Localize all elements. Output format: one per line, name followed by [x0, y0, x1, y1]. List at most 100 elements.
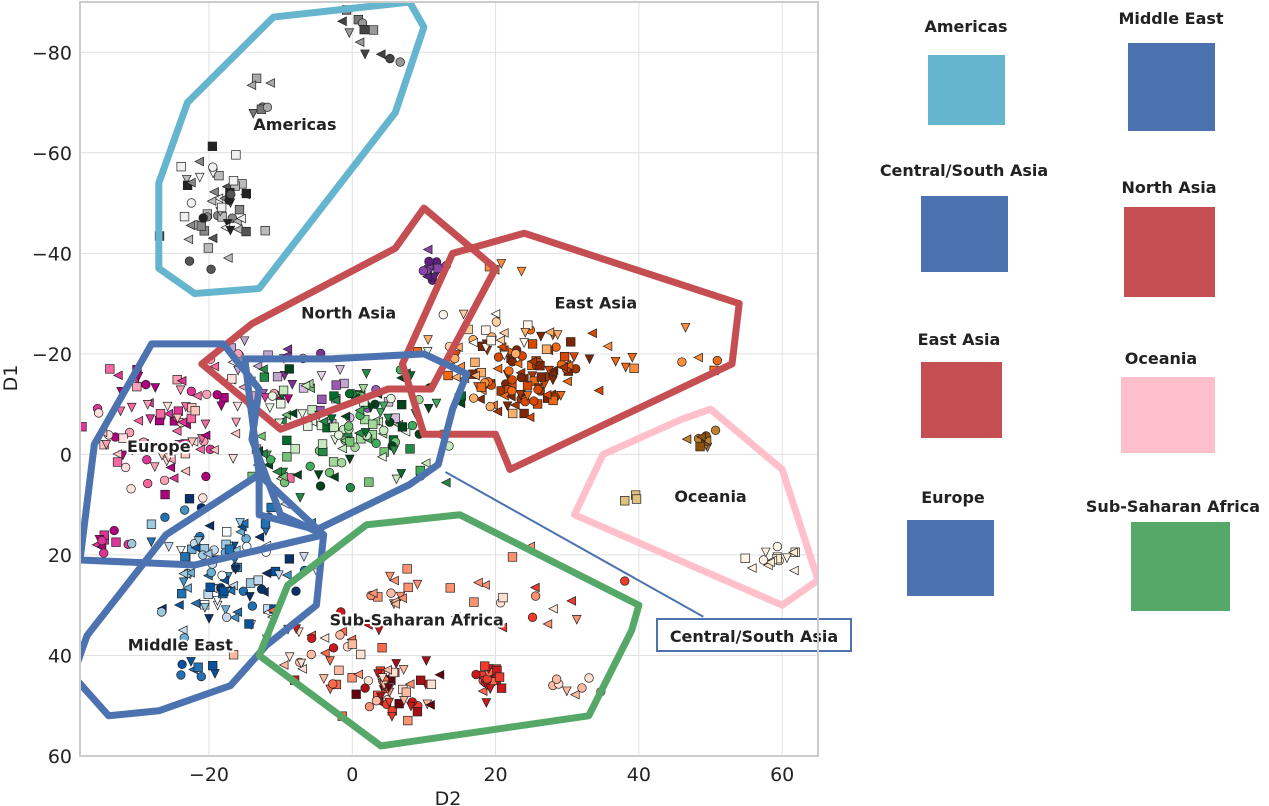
scatter-point: [209, 361, 220, 372]
scatter-point: [497, 622, 508, 633]
scatter-point: [235, 518, 245, 528]
scatter-point: [171, 426, 182, 436]
scatter-point: [245, 578, 256, 588]
legend-label-middle-east: Middle East: [1118, 9, 1223, 28]
scatter-point: [375, 49, 386, 60]
scatter-point: [344, 617, 354, 628]
scatter-point: [225, 225, 236, 236]
scatter-point: [548, 395, 558, 406]
scatter-point: [207, 141, 218, 151]
scatter-point: [397, 422, 408, 432]
scatter-point: [425, 700, 435, 710]
y-tick-label: −60: [32, 143, 72, 165]
scatter-point: [401, 687, 411, 697]
scatter-point: [695, 441, 705, 452]
scatter-point: [339, 378, 349, 389]
scatter-point: [329, 422, 339, 432]
x-axis-label: D2: [435, 788, 462, 806]
scatter-point: [593, 385, 604, 396]
scatter-point: [217, 570, 227, 580]
scatter-point: [377, 643, 387, 653]
scatter-point: [316, 371, 327, 381]
scatter-point: [530, 591, 541, 601]
scatter-point: [344, 388, 355, 399]
scatter-point: [168, 473, 179, 484]
scatter-point: [173, 600, 184, 610]
scatter-point: [176, 375, 187, 386]
scatter-point: [629, 363, 639, 373]
x-tick-label: 40: [627, 764, 651, 786]
scatter-point: [527, 371, 538, 382]
scatter-point: [520, 327, 531, 338]
scatter-point: [602, 341, 613, 352]
scatter-point: [273, 570, 284, 581]
scatter-point: [782, 553, 792, 564]
scatter-point: [559, 351, 570, 362]
callout-line: [444, 471, 704, 618]
x-tick-label: 0: [346, 764, 358, 786]
scatter-point: [524, 412, 535, 423]
scatter-point: [142, 400, 153, 410]
scatter-point: [492, 363, 503, 374]
scatter-point: [356, 649, 366, 660]
scatter-point: [631, 494, 642, 504]
scatter-point: [276, 399, 286, 409]
scatter-point: [234, 205, 245, 215]
scatter-point: [620, 362, 631, 373]
scatter-point: [335, 630, 345, 640]
scatter-point: [746, 563, 757, 573]
legend-label-sub-saharan-africa: Sub-Saharan Africa: [1086, 497, 1260, 516]
scatter-point: [424, 256, 434, 267]
scatter-point: [361, 369, 372, 379]
scatter-point: [69, 534, 78, 543]
scatter-point: [511, 349, 521, 359]
scatter-point: [163, 453, 174, 464]
scatter-point: [208, 162, 218, 172]
scatter-point: [305, 461, 315, 471]
scatter-point: [496, 683, 507, 693]
scatter-point: [228, 454, 238, 464]
scatter-point: [203, 243, 214, 253]
region-label-north-asia: North Asia: [301, 304, 396, 323]
scatter-point: [390, 599, 400, 609]
scatter-point: [196, 671, 206, 682]
scatter-point: [220, 605, 231, 616]
scatter-point: [216, 401, 227, 412]
hull-east-asia: [398, 229, 743, 473]
scatter-point: [193, 536, 204, 547]
legend-label-oceania: Oceania: [1125, 349, 1197, 368]
scatter-point: [693, 352, 703, 363]
scatter-point: [354, 37, 365, 48]
scatter-point: [412, 579, 423, 590]
scatter-point: [278, 385, 289, 396]
scatter-point: [345, 482, 355, 493]
scatter-point: [118, 433, 128, 443]
region-label-oceania: Oceania: [674, 487, 746, 506]
scatter-point: [330, 395, 340, 406]
scatter-point: [365, 403, 376, 413]
scatter-point: [300, 380, 311, 391]
scatter-point: [529, 396, 539, 406]
scatter-point: [522, 391, 533, 402]
scatter-point: [328, 457, 339, 467]
scatter-point: [207, 233, 218, 244]
legend-swatch-north-asia: [1124, 207, 1215, 297]
scatter-point: [569, 689, 580, 700]
scatter-point: [541, 344, 552, 354]
scatter-point: [319, 633, 330, 643]
hull-north-asia: [198, 204, 500, 433]
scatter-point: [328, 472, 339, 482]
scatter-point: [386, 588, 396, 598]
scatter-point: [389, 575, 399, 586]
scatter-point: [458, 309, 469, 320]
scatter-point: [204, 614, 214, 624]
scatter-point: [334, 665, 344, 675]
legend: Americas Middle East Central/South Asia Nor…: [880, 9, 1260, 611]
scatter-point: [468, 337, 479, 348]
scatter-point: [209, 186, 219, 197]
scatter-point: [230, 564, 241, 575]
scatter-point: [383, 683, 394, 693]
scatter-point: [397, 399, 407, 410]
scatter-point: [228, 650, 239, 660]
scatter-point: [248, 108, 259, 119]
